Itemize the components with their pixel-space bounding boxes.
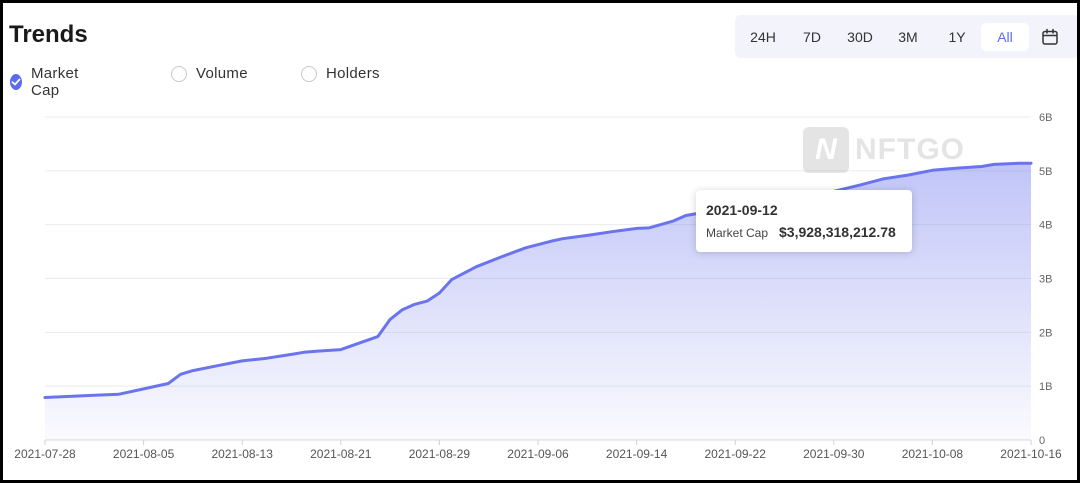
data-point <box>413 303 416 306</box>
data-point <box>475 265 478 268</box>
data-point <box>906 174 909 177</box>
x-tick-label: 2021-09-14 <box>606 447 668 461</box>
tooltip-date: 2021-09-12 <box>706 202 778 218</box>
trends-panel: Trends Market Cap Volume Holders 24H 7D … <box>3 3 1077 480</box>
data-point <box>882 177 885 180</box>
toggle-label: Holders <box>326 65 380 82</box>
data-point <box>191 369 194 372</box>
range-30d-button[interactable]: 30D <box>847 29 873 45</box>
toggle-label: Volume <box>196 65 248 82</box>
data-point <box>389 318 392 321</box>
data-point <box>426 300 429 303</box>
range-1y-button[interactable]: 1Y <box>948 29 966 45</box>
data-point <box>438 292 441 295</box>
data-point <box>68 395 71 398</box>
data-point <box>610 230 613 233</box>
y-axis: 0 1B 2B 3B 4B 5B 6B <box>1039 112 1052 447</box>
data-point <box>142 387 145 390</box>
page-title: Trends <box>9 21 88 48</box>
data-point <box>450 278 453 281</box>
data-point <box>216 364 219 367</box>
x-tick-label: 2021-10-08 <box>902 447 964 461</box>
data-point <box>302 351 305 354</box>
data-point <box>401 308 404 311</box>
data-point <box>265 357 268 360</box>
data-point <box>561 237 564 240</box>
x-tick-label: 2021-08-13 <box>212 447 274 461</box>
y-tick-label: 3B <box>1039 274 1052 286</box>
data-point <box>241 359 244 362</box>
checkmark-icon <box>10 74 22 90</box>
market-cap-line <box>43 161 1033 399</box>
toggle-market-cap[interactable]: Market Cap <box>10 65 83 99</box>
data-point <box>672 219 675 222</box>
data-point <box>1030 162 1033 165</box>
x-tick-label: 2021-09-06 <box>507 447 569 461</box>
range-all-button[interactable]: All <box>981 23 1029 51</box>
data-point <box>993 163 996 166</box>
y-tick-label: 0 <box>1039 435 1045 447</box>
radio-empty-icon <box>301 65 317 82</box>
data-point <box>339 348 342 351</box>
data-point <box>376 335 379 338</box>
x-tick-label: 2021-07-28 <box>14 447 76 461</box>
data-point <box>500 255 503 258</box>
y-tick-label: 5B <box>1039 166 1052 178</box>
data-point <box>364 339 367 342</box>
toggle-holders[interactable]: Holders <box>301 65 380 82</box>
x-tick-label: 2021-09-30 <box>803 447 865 461</box>
x-tick-label: 2021-08-29 <box>409 447 471 461</box>
data-point <box>980 165 983 168</box>
data-point <box>315 350 318 353</box>
data-point <box>549 240 552 243</box>
y-tick-label: 1B <box>1039 381 1052 393</box>
tooltip-value: $3,928,318,212.78 <box>779 224 896 240</box>
data-point <box>117 393 120 396</box>
data-point <box>647 226 650 229</box>
x-axis: 2021-07-28 2021-08-05 2021-08-13 2021-08-21… <box>14 440 1062 461</box>
tooltip-label: Market Cap <box>706 226 769 240</box>
time-range-selector: 24H 7D 30D 3M 1Y All <box>735 15 1077 58</box>
data-point <box>1017 162 1020 165</box>
x-tick-label: 2021-08-05 <box>113 447 175 461</box>
data-point <box>167 382 170 385</box>
x-tick-label: 2021-10-16 <box>1000 447 1062 461</box>
data-point <box>586 234 589 237</box>
calendar-icon[interactable] <box>1035 23 1065 51</box>
data-point <box>179 373 182 376</box>
nftgo-logo-icon: N <box>803 127 849 173</box>
chart-tooltip: 2021-09-12 Market Cap $3,928,318,212.78 <box>696 190 912 252</box>
y-tick-label: 4B <box>1039 220 1052 232</box>
data-point <box>524 246 527 249</box>
range-3m-button[interactable]: 3M <box>898 29 918 45</box>
nftgo-watermark: N NFTGO <box>803 127 965 173</box>
data-point <box>684 214 687 217</box>
range-24h-button[interactable]: 24H <box>750 29 776 45</box>
y-tick-label: 6B <box>1039 112 1052 124</box>
radio-empty-icon <box>171 65 187 82</box>
toggle-label: Market Cap <box>31 65 79 99</box>
data-point <box>857 184 860 187</box>
toggle-volume[interactable]: Volume <box>171 65 248 82</box>
y-tick-label: 2B <box>1039 327 1052 339</box>
watermark-text: NFTGO <box>855 133 965 166</box>
data-point <box>44 396 47 399</box>
x-tick-label: 2021-08-21 <box>310 447 372 461</box>
x-tick-label: 2021-09-22 <box>705 447 767 461</box>
range-7d-button[interactable]: 7D <box>803 29 821 45</box>
data-point <box>290 353 293 356</box>
data-point <box>93 394 96 397</box>
data-point <box>635 227 638 230</box>
